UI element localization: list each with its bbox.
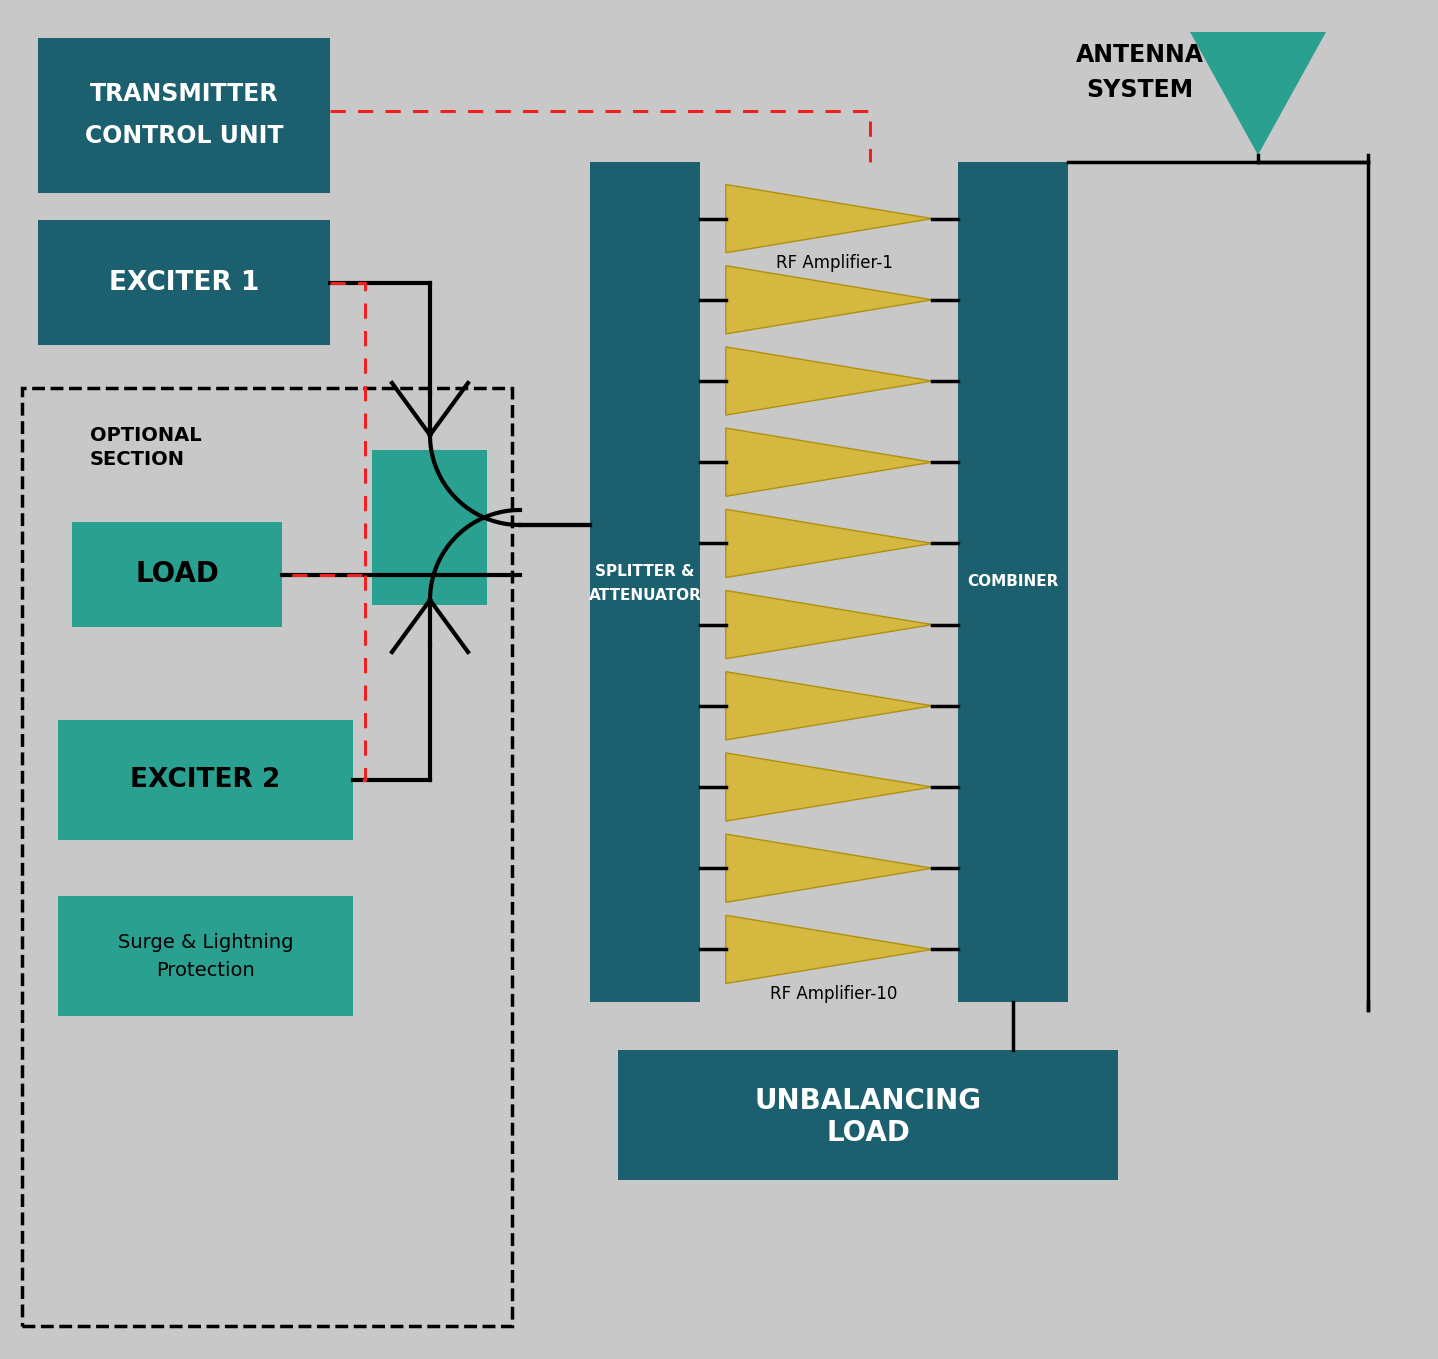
Bar — [22, 389, 512, 1326]
Polygon shape — [726, 916, 932, 984]
Text: RF Amplifier-1: RF Amplifier-1 — [775, 254, 893, 272]
Polygon shape — [726, 671, 932, 739]
Text: SYSTEM: SYSTEM — [1087, 77, 1194, 102]
Bar — [958, 162, 1068, 1002]
Bar — [37, 38, 329, 193]
Bar — [372, 450, 487, 605]
Text: ANTENNA: ANTENNA — [1076, 43, 1204, 67]
Text: RF Amplifier-10: RF Amplifier-10 — [771, 985, 897, 1003]
Text: Surge & Lightning: Surge & Lightning — [118, 932, 293, 951]
Text: TRANSMITTER: TRANSMITTER — [89, 82, 278, 106]
Text: LOAD: LOAD — [825, 1118, 910, 1147]
Polygon shape — [726, 428, 932, 496]
Text: ATTENUATOR: ATTENUATOR — [588, 588, 702, 603]
Polygon shape — [726, 185, 932, 253]
Polygon shape — [1191, 33, 1326, 155]
Bar — [618, 1051, 1117, 1180]
Polygon shape — [726, 834, 932, 902]
Text: COMBINER: COMBINER — [968, 575, 1058, 590]
Polygon shape — [726, 347, 932, 414]
Text: EXCITER 2: EXCITER 2 — [131, 766, 280, 794]
Text: UNBALANCING: UNBALANCING — [755, 1087, 982, 1114]
Text: SPLITTER &: SPLITTER & — [595, 564, 695, 579]
Bar — [58, 720, 352, 840]
Text: LOAD: LOAD — [135, 560, 219, 588]
Bar — [37, 220, 329, 345]
Bar — [590, 162, 700, 1002]
Text: SECTION: SECTION — [91, 450, 186, 469]
Text: Protection: Protection — [157, 961, 255, 980]
Polygon shape — [726, 591, 932, 659]
Text: CONTROL UNIT: CONTROL UNIT — [85, 124, 283, 148]
Polygon shape — [726, 753, 932, 821]
Text: OPTIONAL: OPTIONAL — [91, 425, 201, 444]
Polygon shape — [726, 266, 932, 334]
Bar — [72, 522, 282, 626]
Polygon shape — [726, 510, 932, 578]
Text: EXCITER 1: EXCITER 1 — [109, 269, 259, 295]
Bar — [58, 896, 352, 1017]
